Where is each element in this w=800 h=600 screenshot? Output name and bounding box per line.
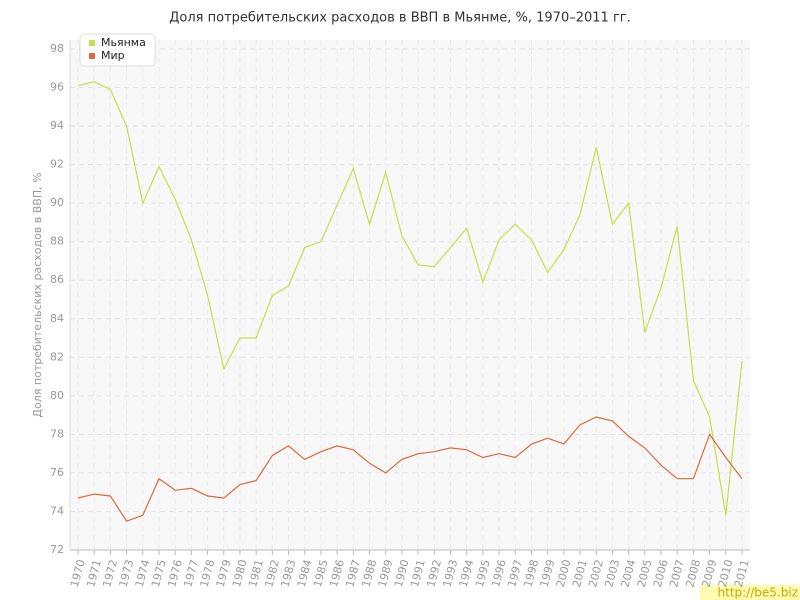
legend-swatch: [89, 53, 95, 59]
y-tick-label: 90: [50, 196, 64, 209]
y-tick-label: 94: [50, 119, 64, 132]
y-tick-label: 78: [50, 427, 64, 440]
watermark-bg: [700, 585, 800, 600]
y-tick-label: 74: [50, 504, 64, 517]
legend-box: [79, 33, 156, 67]
y-tick-label: 98: [50, 42, 64, 55]
y-tick-label: 88: [50, 235, 64, 248]
chart-title: Доля потребительских расходов в ВВП в Мь…: [169, 11, 631, 26]
y-tick-label: 86: [50, 273, 64, 286]
y-tick-label: 96: [50, 81, 64, 94]
series-line: [77, 81, 743, 516]
y-tick-label: 84: [50, 312, 64, 325]
y-tick-label: 92: [50, 158, 64, 171]
watermark: http://be5.biz: [718, 586, 798, 600]
y-tick-label: 72: [50, 543, 64, 556]
legend-label: Мир: [101, 49, 125, 62]
y-tick-label: 82: [50, 350, 64, 363]
series-line: [77, 416, 743, 522]
legend-swatch: [89, 40, 95, 46]
y-axis-label: Доля потребительских расходов в ВВП, %: [31, 172, 44, 417]
y-tick-label: 80: [50, 389, 64, 402]
plot-area: [70, 40, 750, 550]
y-tick-label: 76: [50, 466, 64, 479]
legend-label: Мьянма: [101, 36, 146, 49]
